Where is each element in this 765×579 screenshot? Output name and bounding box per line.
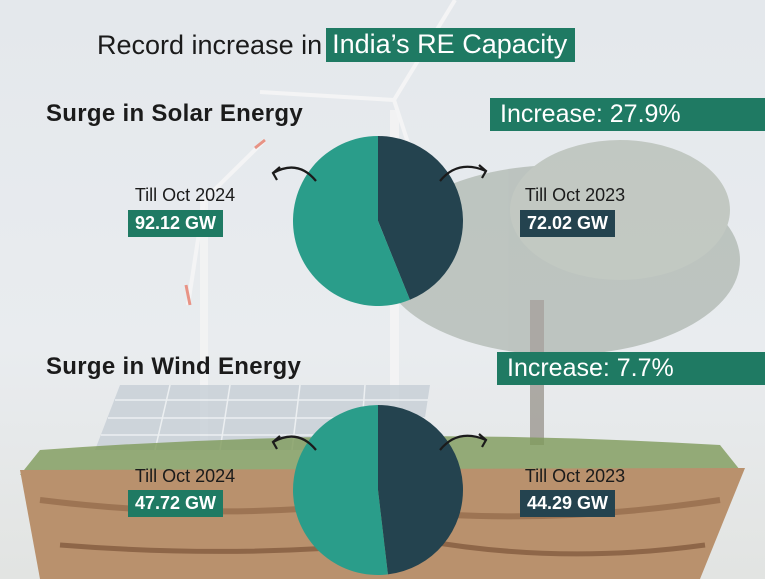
solar-2024-value: 92.12 GW [128,210,224,237]
solar-2023-label: Till Oct 2023 [524,185,626,205]
wind-2023-value: 44.29 GW [520,490,616,517]
wind-pie-slice-2023 [378,405,463,575]
wind-2023-label: Till Oct 2023 [524,466,626,486]
title-highlight: India’s RE Capacity [326,28,576,62]
solar-heading: Surge in Solar Energy [46,100,304,127]
solar-2023-value: 72.02 GW [520,210,616,237]
solar-2024-label: Till Oct 2024 [134,185,236,205]
curved-arrow-icon [272,435,317,451]
arrowhead-icon [478,164,488,179]
wind-increase-badge: Increase: 7.7% [497,352,765,385]
solar-pie-slice-2023 [378,136,463,300]
page-title: Record increase in India’s RE Capacity [97,28,576,62]
solar-pie-slice-2024 [293,136,410,306]
wind-2024-label: Till Oct 2024 [134,466,236,486]
title-prefix: Record increase in [97,29,323,60]
wind-heading: Surge in Wind Energy [46,353,302,380]
curved-arrow-icon [272,166,317,182]
arrowhead-icon [271,166,281,181]
wind-2024-value: 47.72 GW [128,490,224,517]
curved-arrow-icon [439,165,487,182]
wind-pie-slice-2024 [292,405,388,575]
solar-increase-badge: Increase: 27.9% [490,98,765,131]
arrowhead-icon [271,435,281,450]
arrowhead-icon [478,433,488,448]
curved-arrow-icon [439,434,487,451]
